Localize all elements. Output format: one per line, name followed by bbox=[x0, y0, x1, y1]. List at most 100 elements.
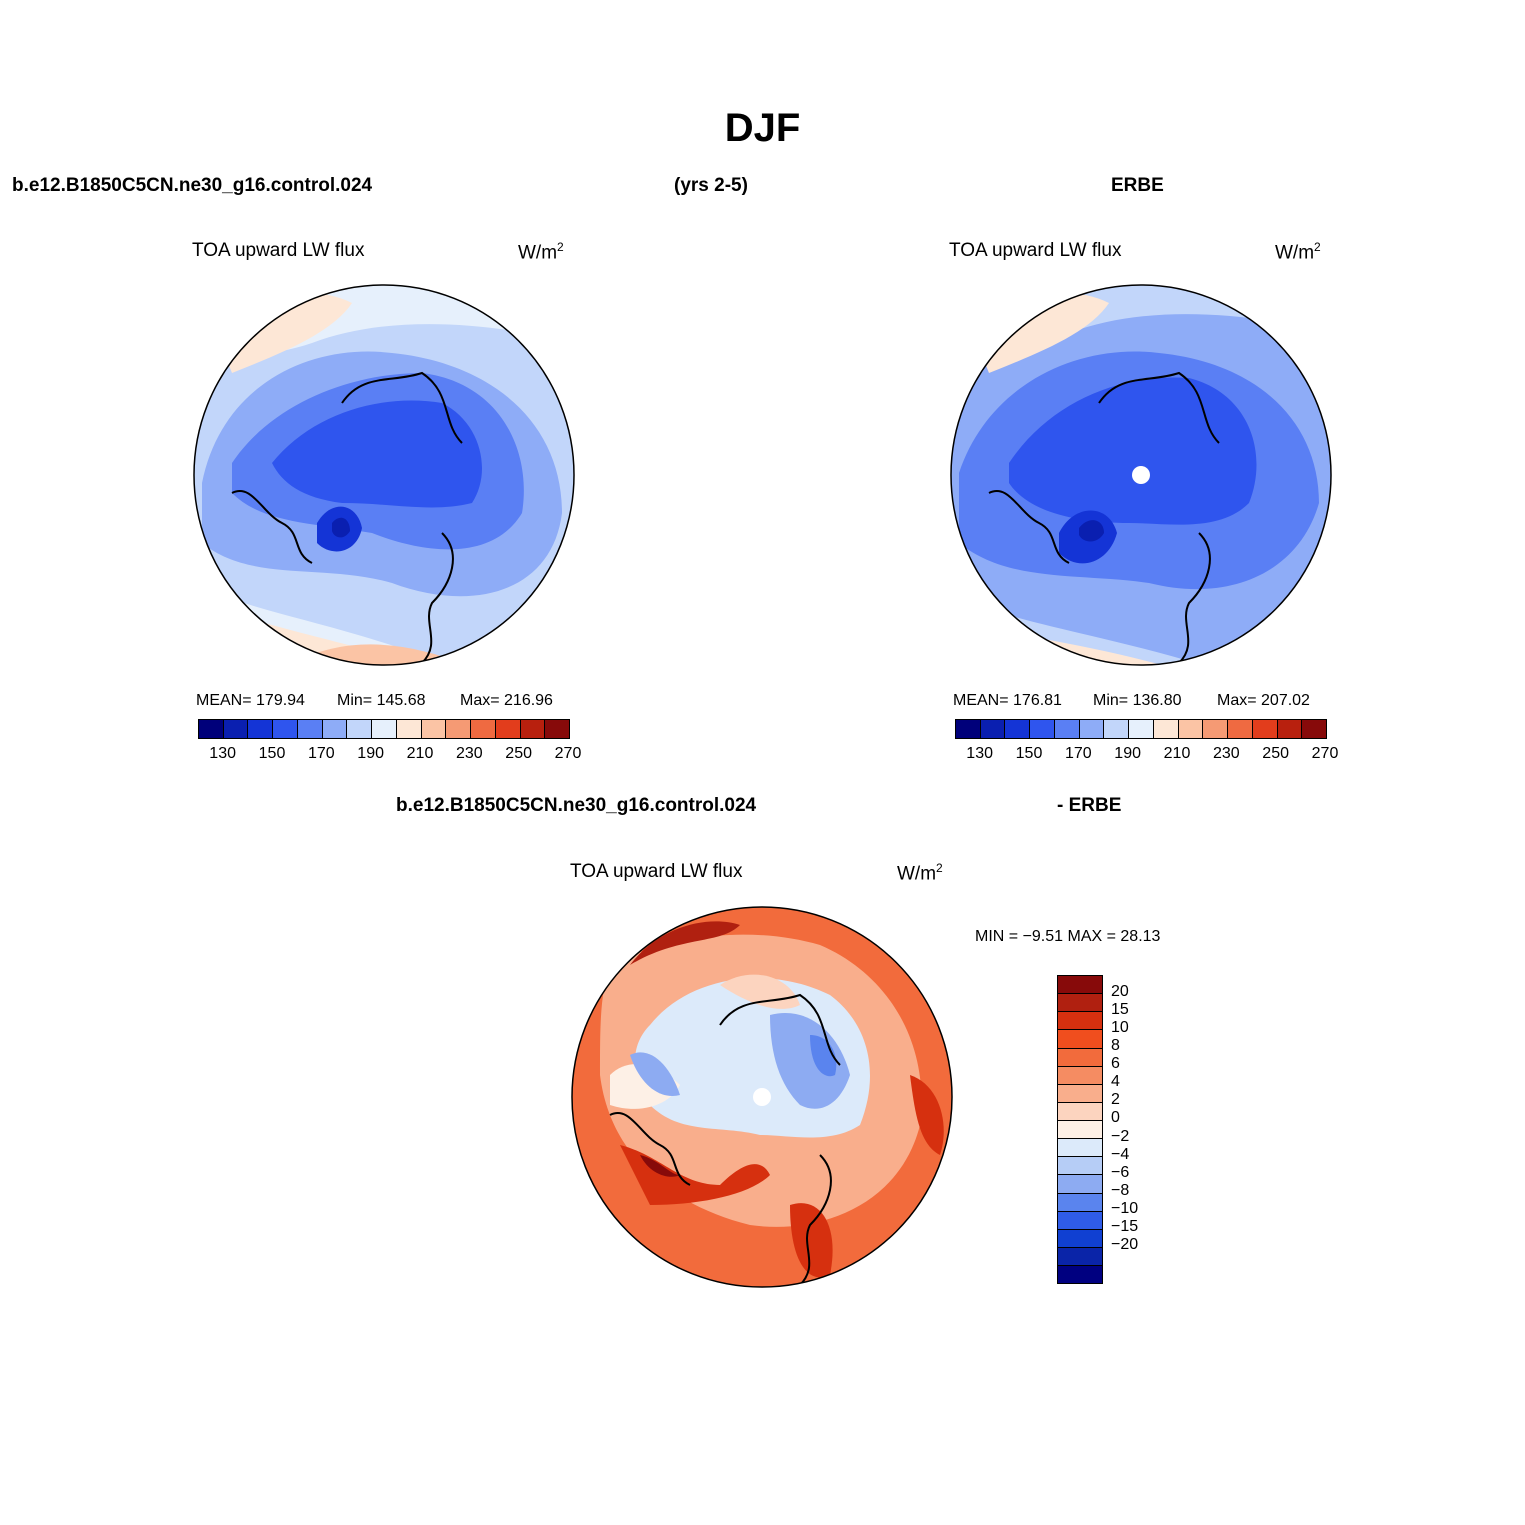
colorbar-segment bbox=[1058, 994, 1102, 1013]
colorbar-tick-label: 4 bbox=[1111, 1073, 1120, 1091]
colorbar-segment bbox=[495, 720, 521, 738]
colorbar-segment bbox=[1104, 720, 1130, 738]
colorbar-segment bbox=[347, 720, 373, 738]
panel2-units-text: W/m bbox=[1275, 242, 1315, 264]
colorbar-segment bbox=[1203, 720, 1229, 738]
colorbar-tick-label: 190 bbox=[357, 745, 385, 762]
colorbar-segment bbox=[1058, 976, 1102, 995]
colorbar-segment bbox=[1030, 720, 1055, 738]
colorbar-segment bbox=[1252, 720, 1278, 738]
panel1-field-greenland-core bbox=[332, 517, 350, 538]
colorbar-segment bbox=[421, 720, 447, 738]
colorbar-segment bbox=[980, 720, 1006, 738]
colorbar-segment bbox=[1302, 720, 1327, 738]
colorbar-tick-label: 8 bbox=[1111, 1037, 1120, 1055]
colorbar-segment bbox=[545, 720, 570, 738]
colorbar-tick-label: 210 bbox=[406, 745, 434, 762]
colorbar-segment bbox=[372, 720, 397, 738]
panel2-title: TOA upward LW flux bbox=[949, 240, 1122, 261]
colorbar-segment bbox=[199, 720, 224, 738]
panel1-mean: MEAN= 179.94 bbox=[196, 692, 305, 709]
colorbar-tick-label: −6 bbox=[1111, 1163, 1130, 1181]
colorbar-tick-label: 150 bbox=[1015, 745, 1043, 762]
colorbar-tick-label: 230 bbox=[455, 745, 483, 762]
colorbar-segment bbox=[1178, 720, 1204, 738]
panel3-units: W/m2 bbox=[897, 861, 943, 885]
panel3-field-cool-w bbox=[630, 1052, 680, 1096]
colorbar-tick-label: −20 bbox=[1111, 1235, 1139, 1253]
colorbar-segment bbox=[1058, 1247, 1102, 1266]
panel1-coastlines bbox=[231, 371, 463, 664]
panel2-mean: MEAN= 176.81 bbox=[953, 692, 1062, 709]
years-header: (yrs 2-5) bbox=[674, 175, 748, 196]
panel3-field-cool-mid bbox=[770, 1013, 850, 1109]
colorbar-tick-label: 250 bbox=[505, 745, 533, 762]
colorbar-segment bbox=[223, 720, 249, 738]
colorbar-segment bbox=[1058, 1030, 1102, 1049]
colorbar-segment bbox=[1153, 720, 1179, 738]
colorbar-tick-label: −4 bbox=[1111, 1145, 1130, 1163]
panel3-title: TOA upward LW flux bbox=[570, 861, 743, 882]
colorbar-segment bbox=[248, 720, 274, 738]
colorbar-tick-label: 190 bbox=[1114, 745, 1142, 762]
colorbar-segment bbox=[956, 720, 981, 738]
colorbar-segment bbox=[1058, 1193, 1102, 1212]
colorbar-tick-label: 130 bbox=[209, 745, 237, 762]
colorbar-tick-label: 210 bbox=[1163, 745, 1191, 762]
colorbar-segment bbox=[471, 720, 496, 738]
colorbar-segment bbox=[1079, 720, 1105, 738]
colorbar-segment bbox=[1277, 720, 1303, 738]
colorbar-tick-label: 270 bbox=[554, 745, 582, 762]
panel2-min: Min= 136.80 bbox=[1093, 692, 1182, 709]
panel3-units-text: W/m bbox=[897, 863, 937, 885]
colorbar-segment bbox=[1005, 720, 1031, 738]
panel1-field-core bbox=[272, 400, 482, 508]
colorbar-tick-label: −15 bbox=[1111, 1217, 1139, 1235]
panel3-colorbar bbox=[1057, 975, 1103, 1284]
panel1-units-sup: 2 bbox=[557, 240, 564, 254]
panel3-polar-map bbox=[571, 906, 953, 1288]
colorbar-segment bbox=[1058, 1102, 1102, 1121]
colorbar-segment bbox=[446, 720, 472, 738]
panel2-map-border bbox=[950, 284, 1332, 666]
colorbar-tick-label: −8 bbox=[1111, 1181, 1130, 1199]
panel3-field-hot-e bbox=[910, 1075, 944, 1155]
panel3-field-hot-nw bbox=[630, 921, 740, 965]
colorbar-tick-label: 6 bbox=[1111, 1055, 1120, 1073]
colorbar-segment bbox=[1058, 1175, 1102, 1194]
colorbar-segment bbox=[322, 720, 348, 738]
colorbar-tick-label: 230 bbox=[1212, 745, 1240, 762]
colorbar-tick-label: −10 bbox=[1111, 1199, 1139, 1217]
panel2-field-inner bbox=[1009, 377, 1257, 525]
colorbar-tick-label: 150 bbox=[258, 745, 286, 762]
colorbar-segment bbox=[1058, 1048, 1102, 1067]
colorbar-segment bbox=[1058, 1229, 1102, 1248]
colorbar-segment bbox=[1058, 1157, 1102, 1176]
diff-obs-suffix: - ERBE bbox=[1057, 795, 1122, 816]
colorbar-tick-label: 170 bbox=[307, 745, 335, 762]
colorbar-segment bbox=[1129, 720, 1154, 738]
colorbar-segment bbox=[1058, 1084, 1102, 1103]
colorbar-tick-label: 2 bbox=[1111, 1091, 1120, 1109]
colorbar-segment bbox=[273, 720, 298, 738]
colorbar-tick-label: 20 bbox=[1111, 983, 1129, 1001]
panel3-pole-missing bbox=[753, 1088, 771, 1106]
colorbar-tick-label: 170 bbox=[1064, 745, 1092, 762]
panel3-field-hot-se bbox=[790, 1203, 833, 1278]
colorbar-segment bbox=[1058, 1139, 1102, 1158]
panel1-colorbar bbox=[198, 719, 570, 739]
panel2-max: Max= 207.02 bbox=[1217, 692, 1310, 709]
colorbar-segment bbox=[1058, 1121, 1102, 1140]
panel3-field-hot-s bbox=[620, 1145, 770, 1205]
panel1-title: TOA upward LW flux bbox=[192, 240, 365, 261]
colorbar-segment bbox=[1058, 1012, 1102, 1031]
colorbar-segment bbox=[1054, 720, 1080, 738]
panel2-field-greenland-core bbox=[1079, 520, 1104, 542]
panel3-coastlines bbox=[609, 993, 841, 1286]
panel3-field-hottest bbox=[640, 1155, 680, 1177]
colorbar-segment bbox=[297, 720, 323, 738]
panel3-field-cool-core bbox=[810, 1035, 837, 1077]
panel2-pole-missing bbox=[1132, 466, 1150, 484]
panel1-map-border bbox=[193, 284, 575, 666]
colorbar-tick-label: 15 bbox=[1111, 1001, 1129, 1019]
